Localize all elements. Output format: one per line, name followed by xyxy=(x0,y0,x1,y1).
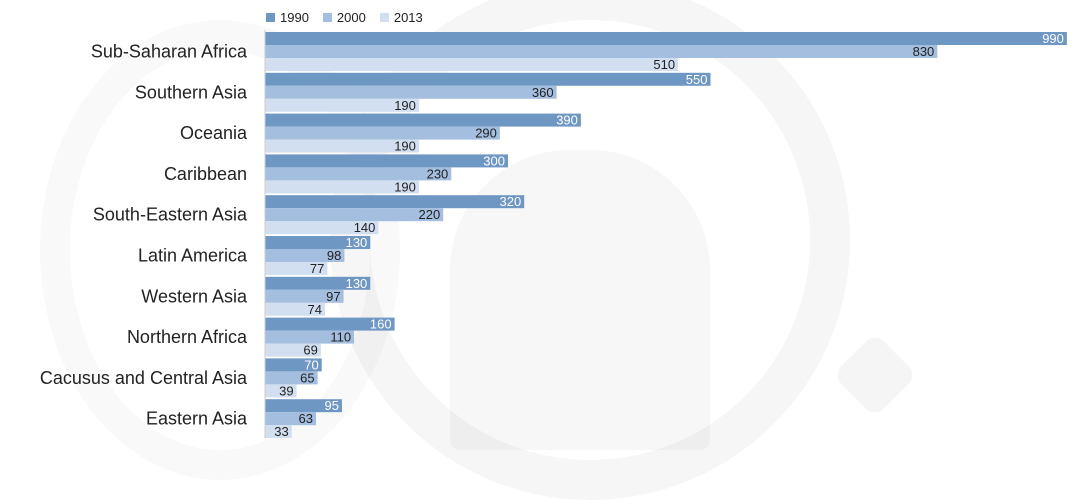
bar-1990 xyxy=(265,276,371,290)
data-label-1990: 320 xyxy=(499,194,521,209)
data-label-1990: 130 xyxy=(346,235,368,250)
legend-swatch-2000 xyxy=(322,13,332,22)
bar-1990 xyxy=(265,317,395,331)
bar-2013 xyxy=(265,139,419,153)
legend-label-2013: 2013 xyxy=(393,10,423,25)
data-label-2013: 190 xyxy=(394,139,416,154)
data-label-2013: 140 xyxy=(354,220,376,235)
bar-2013 xyxy=(265,58,679,71)
bar-2000 xyxy=(265,167,452,181)
legend-label-1990: 1990 xyxy=(280,10,309,25)
data-label-2000: 220 xyxy=(418,207,440,222)
bar-2013 xyxy=(265,343,321,357)
category-label: Sub-Saharan Africa xyxy=(91,42,248,62)
bar-2013 xyxy=(265,425,292,438)
bar-2000 xyxy=(265,45,938,58)
bar-group-caribbean: Caribbean 300 230 190 xyxy=(164,153,508,194)
category-label: Western Asia xyxy=(141,286,248,306)
category-label: Caribbean xyxy=(164,164,247,184)
bar-1990 xyxy=(265,399,342,413)
data-label-2000: 230 xyxy=(427,166,449,181)
data-label-2013: 39 xyxy=(279,383,293,398)
bar-group-oceania: Oceania 390 290 190 xyxy=(180,113,581,154)
data-label-2000: 290 xyxy=(475,126,497,141)
bar-2000 xyxy=(265,412,317,426)
data-label-2000: 110 xyxy=(330,330,351,345)
data-label-1990: 70 xyxy=(304,357,318,372)
data-label-1990: 390 xyxy=(556,113,578,128)
data-label-2013: 190 xyxy=(394,179,416,194)
data-label-2000: 97 xyxy=(326,289,340,304)
category-label: Southern Asia xyxy=(135,82,248,102)
category-label: Latin America xyxy=(138,246,248,266)
data-label-1990: 130 xyxy=(346,276,368,291)
bar-group-western-asia: Western Asia 130 97 74 xyxy=(141,276,371,317)
data-label-2000: 98 xyxy=(327,248,341,263)
data-label-2013: 77 xyxy=(310,261,324,276)
bar-1990 xyxy=(265,32,1067,45)
bar-2000 xyxy=(265,126,500,140)
bar-2013 xyxy=(265,98,419,112)
category-label: Eastern Asia xyxy=(146,409,248,429)
legend-swatch-2013 xyxy=(379,13,389,22)
category-label: Northern Africa xyxy=(127,327,248,347)
bar-2013 xyxy=(265,384,297,398)
chart-legend: 1990 2000 2013 xyxy=(266,10,423,25)
data-label-1990: 160 xyxy=(370,317,392,332)
data-label-2000: 65 xyxy=(300,370,314,385)
data-label-1990: 990 xyxy=(1042,31,1064,46)
legend-item-2013: 2013 xyxy=(379,10,423,25)
category-label: Cacusus and Central Asia xyxy=(40,368,248,388)
data-label-2013: 69 xyxy=(303,343,317,358)
bar-2000 xyxy=(265,85,557,99)
bar-group-southern-asia: Southern Asia 550 360 190 xyxy=(135,72,711,113)
bar-1990 xyxy=(265,236,371,249)
bar-1990 xyxy=(265,358,322,372)
bar-2013 xyxy=(265,302,325,316)
data-label-2013: 33 xyxy=(274,424,288,438)
bar-1990 xyxy=(265,113,581,127)
bar-2000 xyxy=(265,289,344,303)
data-label-2000: 360 xyxy=(532,85,554,100)
bar-2000 xyxy=(265,371,318,385)
bar-group-northern-africa: Northern Africa 160 110 69 xyxy=(127,317,395,358)
category-label: South-Eastern Asia xyxy=(93,205,248,225)
data-label-1990: 300 xyxy=(483,153,505,168)
bar-2013 xyxy=(265,262,328,275)
data-label-2000: 830 xyxy=(913,44,935,59)
category-label: Oceania xyxy=(180,123,248,143)
data-label-1990: 550 xyxy=(686,72,708,87)
bar-group-sub-saharan-africa: Sub-Saharan Africa 990 830 510 xyxy=(91,31,1067,72)
bar-2000 xyxy=(265,249,345,262)
bar-1990 xyxy=(265,195,525,209)
bar-2000 xyxy=(265,208,444,222)
data-label-1990: 95 xyxy=(324,398,338,413)
legend-item-1990: 1990 xyxy=(266,10,309,25)
bar-2013 xyxy=(265,180,419,194)
data-label-2013: 190 xyxy=(394,98,416,113)
legend-item-2000: 2000 xyxy=(322,10,366,25)
bar-2000 xyxy=(265,330,355,344)
data-label-2000: 63 xyxy=(299,411,313,426)
bar-2013 xyxy=(265,221,379,235)
legend-swatch-1990 xyxy=(266,13,275,22)
bar-group-eastern-asia: Eastern Asia 95 63 33 xyxy=(146,398,342,438)
legend-label-2000: 2000 xyxy=(336,10,366,25)
data-label-2013: 74 xyxy=(307,302,321,317)
bar-1990 xyxy=(265,154,508,168)
data-label-2013: 510 xyxy=(653,57,675,72)
bar-group-south-eastern-asia: South-Eastern Asia 320 220 140 xyxy=(93,194,525,235)
bar-1990 xyxy=(265,72,711,86)
